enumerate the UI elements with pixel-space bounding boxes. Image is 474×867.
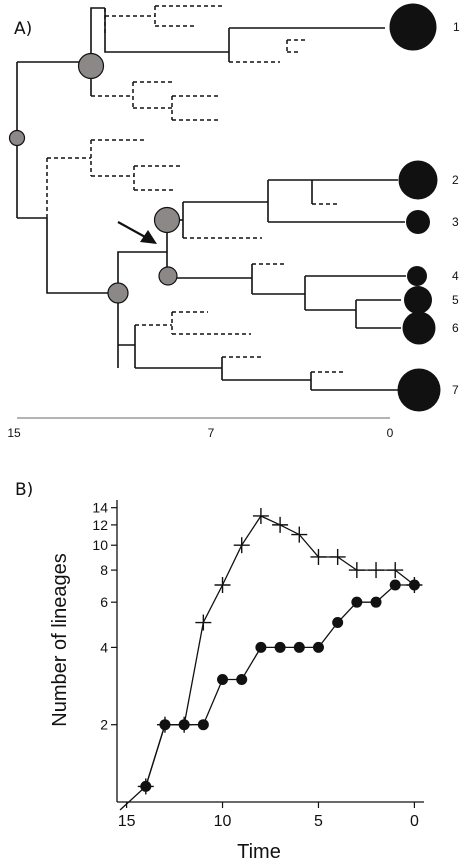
arrow: [117, 221, 157, 244]
panel-b-label: B): [15, 480, 33, 500]
x-axis-label: Time: [237, 841, 281, 863]
data-point-plus: [195, 614, 212, 631]
data-point-circle: [236, 673, 248, 685]
y-axis-label: Number of lineages: [49, 553, 71, 726]
tree-branch: [46, 218, 118, 294]
tip-circle: [389, 3, 437, 51]
tree-nodes: [8, 52, 181, 304]
series-line: [119, 584, 415, 811]
tree-branch: [104, 8, 229, 53]
y-tick-label: 2: [100, 717, 108, 733]
data-point-plus: [387, 562, 404, 579]
tree-branch: [117, 251, 167, 293]
data-point-circle: [389, 579, 401, 591]
tree-branch: [90, 7, 105, 62]
tip-circle: [406, 210, 430, 234]
tree-node: [158, 266, 178, 286]
data-point-plus: [329, 548, 346, 565]
series-markers: [137, 507, 423, 795]
data-point-circle: [197, 719, 209, 731]
x-ticks: 15 10 5 0: [118, 802, 419, 830]
tree-axis-tick: 15: [7, 426, 21, 440]
tip-label: 7: [452, 383, 459, 397]
tip-circle: [407, 266, 427, 286]
tree-axis-tick: 0: [387, 426, 394, 440]
tree-axis-ticks: 15 7 0: [7, 426, 393, 440]
data-point-circle: [293, 641, 305, 653]
tree-tips: [389, 3, 441, 412]
data-point-plus: [310, 548, 327, 565]
tree-node: [153, 206, 181, 234]
data-point-plus: [368, 562, 385, 579]
tree-axis-tick: 7: [208, 426, 215, 440]
data-point-plus: [252, 507, 269, 524]
series-lines: [119, 515, 415, 811]
tree-extinct-branches: [46, 5, 345, 373]
y-tick-label: 14: [92, 500, 108, 516]
data-point-plus: [214, 576, 231, 593]
x-tick-label: 0: [410, 813, 419, 830]
tip-label: 4: [452, 269, 459, 283]
tip-circle: [402, 311, 436, 345]
tree-node: [77, 52, 105, 80]
y-tick-label: 8: [100, 562, 108, 578]
x-tick-label: 10: [214, 813, 232, 830]
data-point-circle: [217, 673, 229, 685]
tip-circle: [398, 160, 438, 200]
data-point-plus: [233, 537, 250, 554]
panel-a-label: A): [14, 19, 32, 39]
data-point-circle: [332, 617, 344, 629]
x-tick-label: 5: [314, 813, 323, 830]
tip-label: 5: [452, 293, 459, 307]
data-point-circle: [370, 596, 382, 608]
tip-label: 6: [452, 321, 459, 335]
tree-node: [107, 282, 129, 304]
data-point-circle: [178, 719, 190, 731]
tip-label: 2: [452, 173, 459, 187]
data-point-plus: [348, 562, 365, 579]
data-point-circle: [351, 596, 363, 608]
y-tick-label: 6: [100, 594, 108, 610]
x-tick-label: 15: [118, 813, 136, 830]
y-tick-label: 10: [92, 537, 108, 553]
tip-label: 1: [453, 20, 460, 34]
panel-a: A): [7, 3, 460, 440]
data-point-circle: [408, 579, 420, 591]
data-point-plus: [291, 526, 308, 543]
data-point-circle: [159, 719, 171, 731]
y-tick-label: 4: [100, 639, 108, 655]
y-tick-label: 12: [92, 517, 108, 533]
tip-labels: 1 2 3 4 5 6 7: [452, 20, 460, 397]
tree-branches: [16, 7, 406, 391]
tip-circle: [397, 368, 441, 412]
data-point-circle: [312, 641, 324, 653]
data-point-plus: [272, 516, 289, 533]
data-point-circle: [255, 641, 267, 653]
tip-circle: [404, 286, 432, 314]
tree-node: [8, 129, 26, 147]
data-point-circle: [274, 641, 286, 653]
data-point-circle: [140, 780, 152, 792]
tip-label: 3: [452, 215, 459, 229]
